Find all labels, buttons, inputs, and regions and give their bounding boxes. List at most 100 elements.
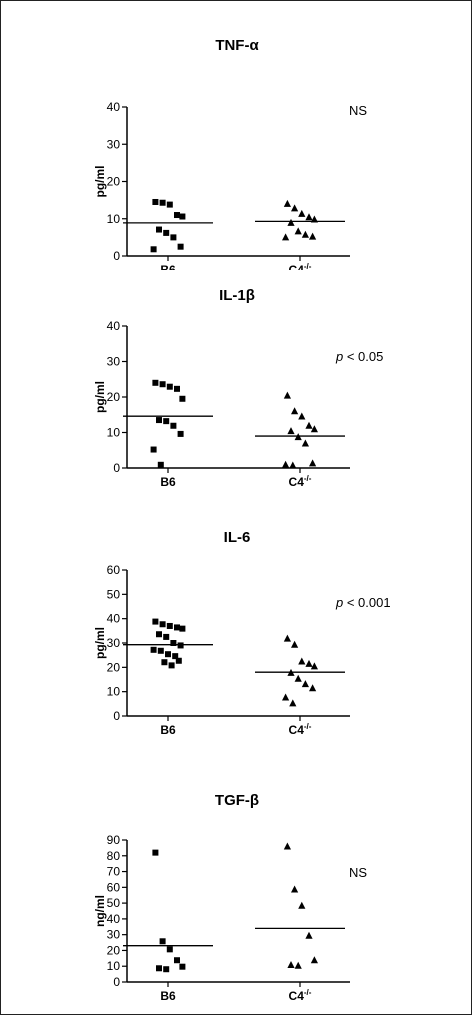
y-tick-label: 30: [107, 355, 121, 369]
x-tick-label: B6: [160, 263, 176, 270]
y-tick-label: 80: [107, 849, 121, 863]
significance-label: p < 0.001: [335, 595, 391, 610]
data-point-square: [156, 965, 162, 972]
data-point-square: [172, 653, 179, 660]
data-point-square: [150, 246, 157, 253]
data-point-triangle: [301, 680, 309, 688]
data-point-square: [166, 622, 173, 629]
y-tick-label: 90: [107, 833, 121, 847]
y-axis-label: ng/ml: [93, 895, 107, 927]
data-point-triangle: [287, 427, 295, 435]
data-point-triangle: [310, 662, 318, 670]
y-axis-label: pg/ml: [93, 166, 107, 198]
x-tick-label: C4-/-: [289, 988, 312, 1003]
y-tick-label: 20: [107, 390, 121, 404]
data-point-triangle: [305, 659, 313, 667]
data-point-triangle: [305, 213, 313, 221]
y-tick-label: 40: [107, 612, 121, 626]
data-point-triangle: [282, 460, 290, 468]
data-point-triangle: [301, 230, 309, 238]
x-tick-label: C4-/-: [289, 262, 312, 270]
data-point-square: [152, 618, 159, 625]
data-point-triangle: [283, 842, 291, 850]
data-point-square: [174, 957, 180, 964]
data-point-triangle: [294, 227, 302, 235]
significance-label: NS: [349, 865, 367, 880]
x-tick-label: C4-/-: [289, 722, 312, 737]
data-point-square: [174, 624, 180, 631]
data-point-square: [163, 633, 170, 640]
data-point-square: [168, 662, 175, 669]
data-point-triangle: [282, 693, 290, 701]
data-point-triangle: [283, 391, 291, 399]
data-point-triangle: [309, 459, 317, 467]
y-tick-label: 0: [113, 461, 120, 475]
y-tick-label: 60: [107, 880, 121, 894]
data-point-square: [166, 383, 173, 390]
data-point-square: [179, 395, 186, 402]
data-point-triangle: [289, 461, 297, 469]
y-tick-label: 40: [107, 100, 121, 114]
y-tick-label: 10: [107, 959, 121, 973]
y-tick-label: 0: [113, 709, 120, 723]
y-tick-label: 30: [107, 137, 121, 151]
data-point-triangle: [305, 421, 313, 429]
x-tick-label: B6: [160, 989, 176, 1003]
y-tick-label: 30: [107, 928, 121, 942]
chart-title: TNF-α: [215, 37, 259, 54]
significance-label: p < 0.05: [335, 349, 383, 364]
chart-title: TGF-β: [215, 792, 259, 809]
data-point-square: [157, 461, 164, 468]
y-tick-label: 40: [107, 912, 121, 926]
chart-title: IL-6: [224, 529, 251, 546]
data-point-triangle: [298, 901, 306, 909]
data-point-triangle: [287, 218, 295, 226]
data-point-square: [159, 381, 166, 388]
data-point-square: [165, 651, 171, 658]
data-point-square: [170, 640, 177, 646]
data-point-square: [177, 243, 184, 250]
data-point-square: [174, 385, 180, 392]
data-point-triangle: [309, 232, 317, 240]
data-point-square: [150, 446, 157, 453]
data-point-triangle: [301, 439, 309, 447]
y-tick-label: 10: [107, 426, 121, 440]
data-point-triangle: [294, 674, 302, 682]
data-point-square: [156, 417, 162, 424]
data-point-triangle: [282, 233, 290, 241]
data-point-square: [170, 422, 177, 429]
data-point-square: [156, 226, 162, 233]
chart-panel-0: TNF-α pg/ml 0 10 20 30 40 B6 C4-/- NS: [93, 37, 367, 270]
data-point-square: [179, 213, 186, 220]
data-point-square: [150, 646, 157, 653]
data-point-square: [170, 234, 177, 241]
data-point-square: [159, 199, 166, 206]
data-point-square: [159, 938, 166, 945]
data-point-triangle: [291, 640, 299, 648]
data-point-square: [175, 657, 182, 664]
data-point-square: [152, 379, 159, 386]
y-axis-label: pg/ml: [93, 627, 107, 659]
data-point-triangle: [294, 961, 302, 969]
y-tick-label: 70: [107, 865, 121, 879]
y-axis-label: pg/ml: [93, 381, 107, 413]
data-point-square: [163, 229, 170, 236]
chart-panel-2: IL-6 pg/ml 0 10 20 30 40 50 60 B6 C4-/- p < 0.001: [93, 529, 391, 737]
data-point-square: [174, 212, 180, 219]
data-point-triangle: [309, 684, 317, 692]
data-point-triangle: [298, 209, 306, 217]
data-point-triangle: [289, 699, 297, 707]
data-point-square: [163, 418, 170, 425]
data-point-triangle: [310, 425, 318, 433]
data-point-triangle: [298, 657, 306, 665]
data-point-square: [152, 849, 159, 856]
data-point-triangle: [305, 931, 313, 939]
data-point-triangle: [291, 885, 299, 893]
data-point-square: [179, 625, 186, 632]
y-tick-label: 20: [107, 660, 121, 674]
data-point-square: [166, 201, 173, 208]
x-tick-label: B6: [160, 723, 176, 737]
data-point-triangle: [291, 204, 299, 212]
x-tick-label: C4-/-: [289, 474, 312, 489]
